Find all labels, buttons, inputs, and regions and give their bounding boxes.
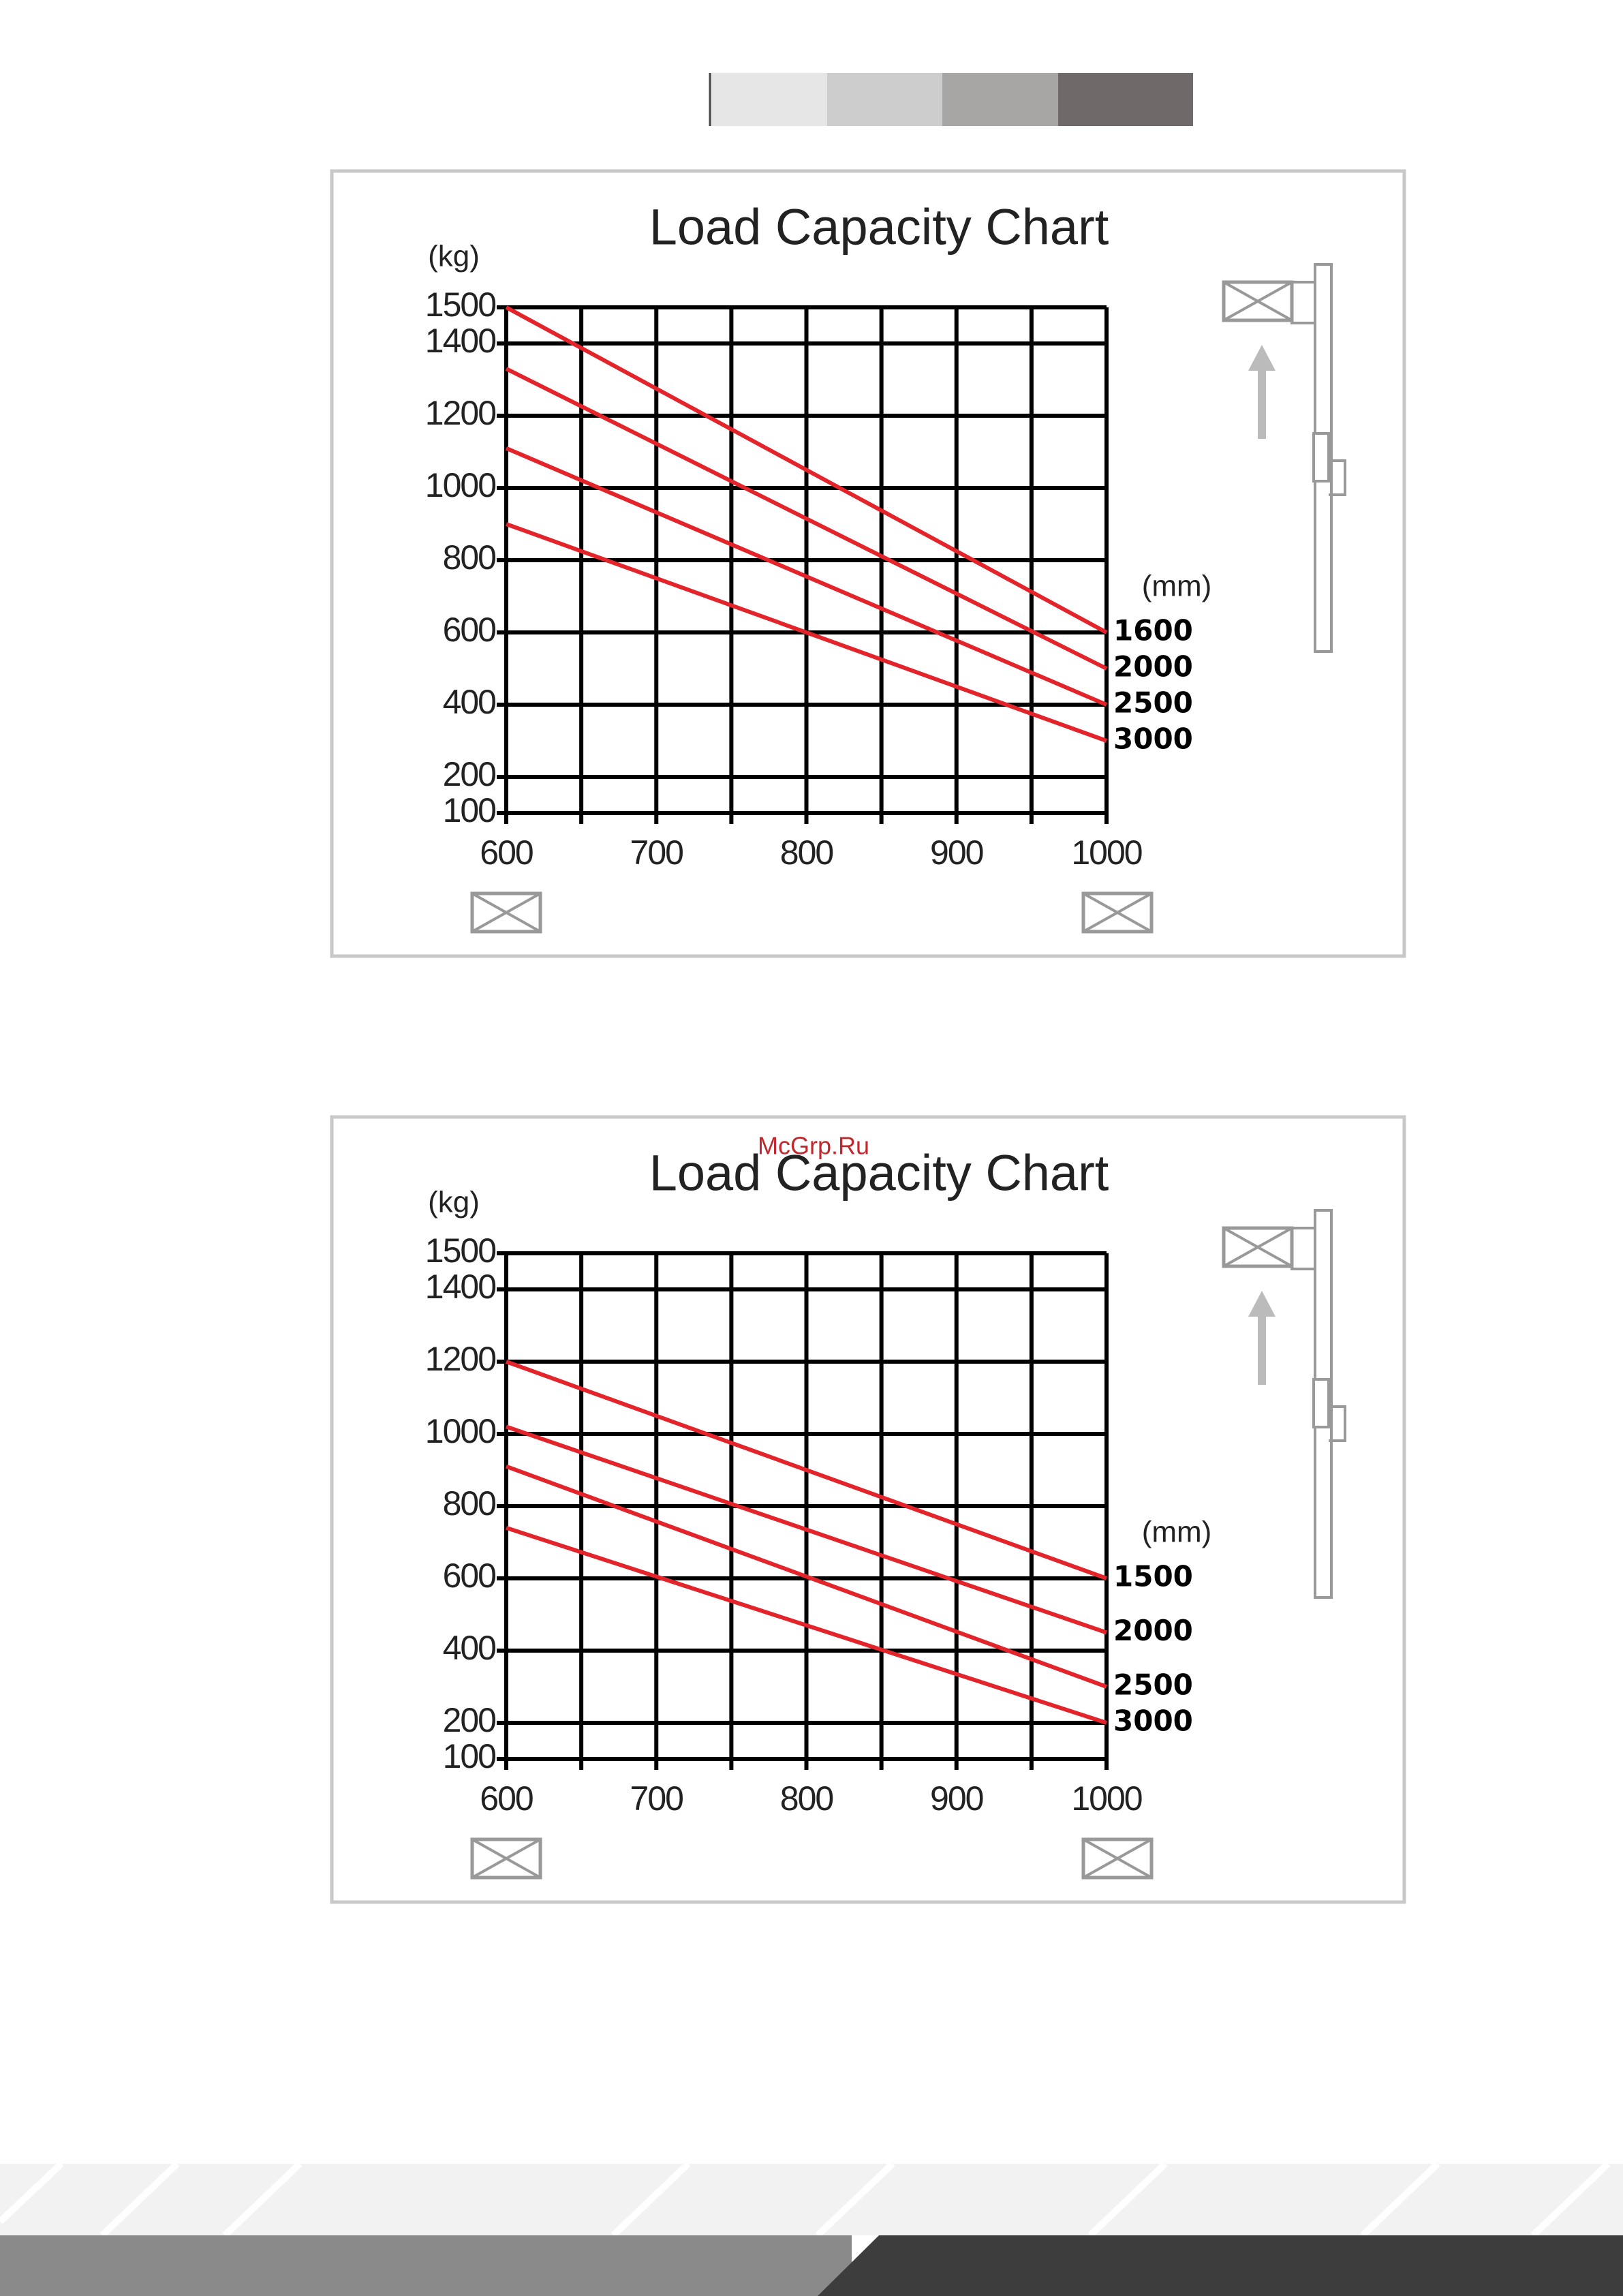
series-line (505, 305, 1108, 634)
pallet-icon (1083, 1839, 1151, 1878)
series-label: 2000 (1113, 1614, 1193, 1647)
series-label: 2500 (1113, 686, 1193, 720)
pallet-icon (1083, 893, 1151, 932)
x-tick-label: 700 (630, 833, 683, 872)
y-tick-label: 1400 (425, 1268, 495, 1306)
x-tick-label: 600 (480, 833, 533, 872)
series-label: 2500 (1113, 1668, 1193, 1702)
y-tick-label: 800 (443, 538, 496, 577)
x-tick-label: 900 (930, 833, 983, 872)
y-tick-label: 600 (443, 1557, 496, 1595)
y-tick-label: 400 (443, 1629, 496, 1667)
pallet-icon (472, 1839, 540, 1878)
header-swatches (709, 73, 1193, 126)
series-label: 1500 (1113, 1560, 1193, 1593)
y-tick-label: 100 (443, 791, 496, 829)
y-tick-label: 1400 (425, 322, 495, 360)
charts: Load Capacity Chart(kg)(mm)1002004006008… (330, 169, 1406, 1904)
x-tick-label: 800 (780, 1779, 833, 1818)
series-line (505, 367, 1108, 671)
x-tick-label: 800 (780, 833, 833, 872)
series-line (505, 522, 1108, 743)
y-tick-label: 1200 (425, 394, 495, 432)
pallet-icon (472, 893, 540, 932)
y-unit: (kg) (428, 240, 480, 273)
y-tick-label: 1200 (425, 1340, 495, 1378)
y-tick-label: 400 (443, 683, 496, 721)
series-line (505, 446, 1108, 707)
x-tick-label: 700 (630, 1779, 683, 1818)
series-line (505, 1360, 1108, 1580)
x-tick-label: 600 (480, 1779, 533, 1818)
series-label: 3000 (1113, 1704, 1193, 1738)
x-tick-label: 1000 (1071, 833, 1141, 872)
y-tick-label: 1500 (425, 1231, 495, 1270)
y-tick-label: 1000 (425, 466, 495, 504)
watermark: McGrp.Ru (758, 1132, 869, 1160)
x-tick-label: 1000 (1071, 1779, 1141, 1818)
y-tick-label: 200 (443, 1701, 496, 1739)
y-tick-label: 1500 (425, 286, 495, 324)
series-unit: (mm) (1142, 570, 1212, 603)
y-tick-label: 800 (443, 1484, 496, 1522)
series-unit: (mm) (1142, 1516, 1212, 1549)
series-label: 1600 (1113, 614, 1193, 647)
y-tick-label: 200 (443, 755, 496, 793)
y-tick-label: 100 (443, 1737, 496, 1775)
series-label: 3000 (1113, 722, 1193, 756)
footer (0, 2161, 1623, 2296)
x-tick-label: 900 (930, 1779, 983, 1818)
series-label: 2000 (1113, 650, 1193, 684)
chart-title: Load Capacity Chart (649, 199, 1109, 256)
y-tick-label: 600 (443, 611, 496, 649)
chart-title: Load Capacity Chart (649, 1145, 1109, 1201)
series-line (506, 1424, 1107, 1635)
series-line (505, 1464, 1108, 1689)
y-unit: (kg) (428, 1186, 480, 1219)
series-line (506, 1525, 1107, 1725)
y-tick-label: 1000 (425, 1412, 495, 1450)
